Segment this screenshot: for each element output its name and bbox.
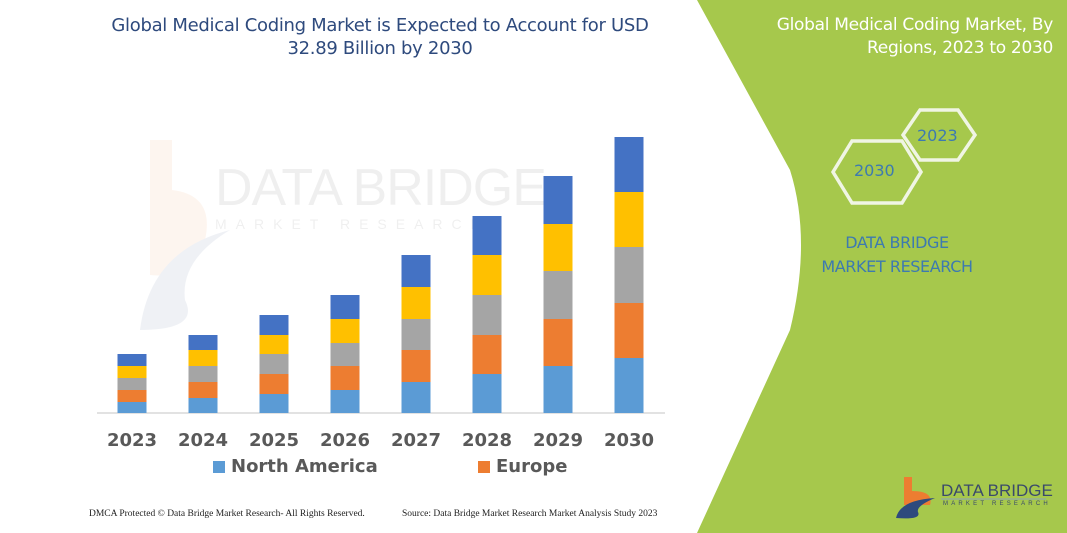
bar-segment-2026-series-3 (330, 343, 360, 366)
x-tick-label: 2023 (106, 430, 158, 451)
x-tick-label: 2027 (390, 430, 442, 451)
legend-europe: Europe (478, 456, 567, 477)
hexagon-2030 (830, 139, 924, 205)
bar-segment-2025-series-3 (259, 354, 289, 374)
stacked-bar-chart (97, 137, 665, 414)
bar-segment-2026-series-4 (330, 319, 360, 343)
bar-segment-2024-series-5 (188, 335, 218, 350)
x-tick-label: 2030 (603, 430, 655, 451)
x-tick-label: 2026 (319, 430, 371, 451)
data-bridge-logo-icon (896, 477, 935, 519)
bar-segment-2024-north-america (188, 398, 218, 413)
logo-subtext: MARKET RESEARCH (943, 501, 1051, 507)
bar-segment-2024-series-3 (188, 366, 218, 382)
bar-segment-2024-europe (188, 382, 218, 398)
footer-source: Source: Data Bridge Market Research Mark… (402, 509, 658, 519)
bar-segment-2028-series-4 (472, 255, 502, 295)
bar-segment-2029-series-5 (543, 176, 573, 224)
bar-segment-2030-series-5 (614, 137, 644, 192)
bar-segment-2030-europe (614, 303, 644, 358)
watermark-logo (140, 140, 230, 330)
bar-segment-2027-series-5 (401, 255, 431, 287)
bar-segment-2027-series-3 (401, 319, 431, 350)
bar-segment-2025-series-4 (259, 335, 289, 354)
legend-north-america: North America (213, 456, 378, 477)
bar-segment-2023-series-5 (117, 354, 147, 366)
logo-text: DATA BRIDGE (941, 481, 1053, 500)
bar-segment-2027-series-4 (401, 287, 431, 319)
footer-copyright: DMCA Protected © Data Bridge Market Rese… (89, 509, 365, 519)
bar-segment-2029-north-america (543, 366, 573, 413)
bar-segment-2025-north-america (259, 394, 289, 413)
bar-segment-2028-north-america (472, 374, 502, 413)
bar-segment-2029-europe (543, 319, 573, 366)
bar-segment-2030-series-4 (614, 192, 644, 247)
x-tick-label: 2029 (532, 430, 584, 451)
bar-segment-2023-europe (117, 390, 147, 402)
bar-segment-2024-series-4 (188, 350, 218, 366)
bar-segment-2023-series-4 (117, 366, 147, 378)
x-tick-label: 2025 (248, 430, 300, 451)
hexagon-2023 (900, 108, 978, 162)
bar-segment-2026-series-5 (330, 295, 360, 319)
panel-title: Global Medical Coding Market, By Regions… (776, 15, 1054, 58)
bar-segment-2028-series-3 (472, 295, 502, 335)
bar-segment-2030-series-3 (614, 247, 644, 303)
legend-label: Europe (496, 456, 568, 477)
bar-segment-2025-series-5 (259, 315, 289, 335)
bar-segment-2023-north-america (117, 402, 147, 413)
bar-segment-2026-europe (330, 366, 360, 390)
bar-segment-2025-europe (259, 374, 289, 394)
legend-label: North America (231, 456, 378, 477)
legend-swatch-europe (478, 460, 490, 473)
legend-swatch-north-america (213, 460, 225, 473)
bar-segment-2029-series-3 (543, 271, 573, 319)
hex-label-2030: 2030 (854, 161, 895, 180)
watermark-text: DATA BRIDGE (215, 159, 547, 217)
bar-segment-2026-north-america (330, 390, 360, 413)
bar-segment-2029-series-4 (543, 224, 573, 271)
bar-segment-2030-north-america (614, 358, 644, 413)
bar-segment-2023-series-3 (117, 378, 147, 390)
bar-segment-2028-series-5 (472, 216, 502, 255)
x-tick-label: 2024 (177, 430, 229, 451)
bar-segment-2027-north-america (401, 382, 431, 413)
watermark-subtext: MARKET RESEARCH (215, 216, 490, 232)
x-tick-label: 2028 (461, 430, 513, 451)
brand-text: DATA BRIDGE MARKET RESEARCH (821, 233, 973, 276)
hex-label-2023: 2023 (917, 126, 958, 145)
chart-title: Global Medical Coding Market is Expected… (111, 15, 649, 59)
bar-segment-2028-europe (472, 335, 502, 374)
bar-segment-2027-europe (401, 350, 431, 382)
